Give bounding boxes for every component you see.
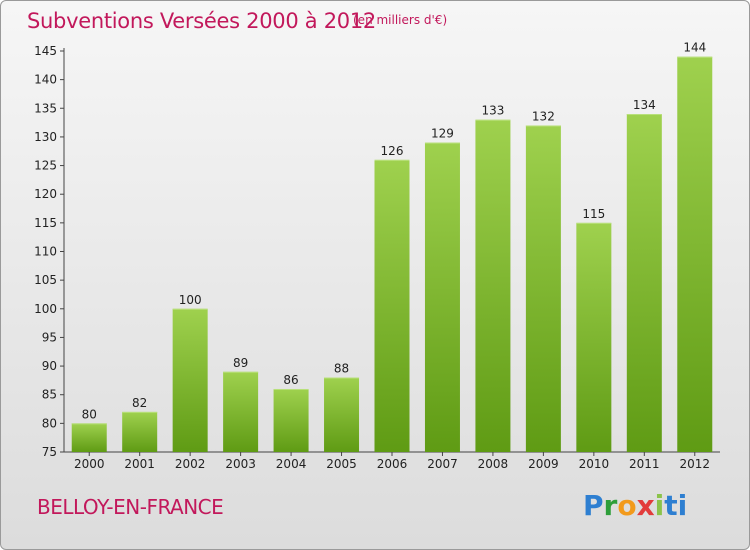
bar-2012 — [677, 56, 713, 452]
logo-letter: r — [603, 489, 618, 522]
proxiti-logo: Proxiti — [583, 489, 687, 522]
bar-2004 — [273, 388, 309, 452]
chart-title: Subventions Versées 2000 à 2012 — [27, 9, 376, 33]
x-tick-label-2000: 2000 — [74, 457, 105, 471]
bar-2000 — [71, 423, 107, 452]
x-tick-label-2005: 2005 — [326, 457, 357, 471]
data-label-2004: 86 — [283, 373, 298, 387]
logo-letter: P — [583, 489, 604, 522]
y-tick-label: 105 — [34, 273, 57, 287]
x-tick-label-2002: 2002 — [175, 457, 206, 471]
y-tick-label: 145 — [34, 44, 57, 58]
bar-2009 — [525, 125, 561, 452]
y-tick-label: 140 — [34, 73, 57, 87]
data-label-2000: 80 — [82, 407, 97, 421]
x-tick-label-2008: 2008 — [478, 457, 509, 471]
data-label-2010: 115 — [582, 207, 605, 221]
y-tick-label: 110 — [34, 245, 57, 259]
x-tick-label-2004: 2004 — [276, 457, 307, 471]
data-label-2009: 132 — [532, 109, 555, 123]
y-tick-label: 115 — [34, 216, 57, 230]
data-label-2001: 82 — [132, 396, 147, 410]
axes-group: 75 80 85 90 95 100 105 110 115 120 125 130 135 140 145 — [34, 44, 720, 459]
x-tick-label-2012: 2012 — [679, 457, 710, 471]
bar-2001 — [122, 411, 158, 452]
logo-letter: i — [654, 489, 665, 522]
data-label-2007: 129 — [431, 127, 454, 141]
x-tick-label-2001: 2001 — [124, 457, 155, 471]
x-tick-label-2011: 2011 — [629, 457, 660, 471]
x-tick-label-2003: 2003 — [225, 457, 256, 471]
bar-2007 — [424, 142, 460, 452]
bar-2010 — [576, 222, 612, 452]
y-tick-label: 85 — [42, 388, 57, 402]
y-tick-label: 120 — [34, 187, 57, 201]
data-label-2003: 89 — [233, 356, 248, 370]
bar-2005 — [324, 377, 360, 452]
labels-group: 80 2000 82 2001 100 2002 89 2003 86 2004 88 2005 126… — [74, 41, 710, 471]
y-tick-label: 95 — [42, 330, 57, 344]
bars-group — [71, 56, 713, 453]
logo-letter: o — [617, 489, 637, 522]
bar-2006 — [374, 159, 410, 453]
y-tick-label: 100 — [34, 302, 57, 316]
bar-2008 — [475, 119, 511, 452]
data-label-2008: 133 — [481, 104, 504, 118]
x-tick-label-2009: 2009 — [528, 457, 559, 471]
y-tick-label: 125 — [34, 159, 57, 173]
x-tick-label-2007: 2007 — [427, 457, 458, 471]
y-tick-label: 75 — [42, 445, 57, 459]
data-label-2005: 88 — [334, 362, 349, 376]
x-tick-label-2010: 2010 — [579, 457, 610, 471]
x-tick-label-2006: 2006 — [377, 457, 408, 471]
data-label-2012: 144 — [683, 41, 706, 55]
logo-letter: ti — [664, 489, 688, 522]
commune-name: BELLOY-EN-FRANCE — [37, 495, 224, 519]
data-label-2011: 134 — [633, 98, 656, 112]
bar-2011 — [626, 114, 662, 452]
data-label-2006: 126 — [381, 144, 404, 158]
logo-letter: x — [636, 489, 655, 522]
bar-2002 — [172, 308, 208, 452]
data-label-2002: 100 — [179, 293, 202, 307]
y-tick-label: 135 — [34, 101, 57, 115]
y-tick-label: 130 — [34, 130, 57, 144]
bar-2003 — [223, 371, 259, 452]
y-tick-label: 80 — [42, 416, 57, 430]
chart-subtitle: (en milliers d'€) — [353, 13, 448, 27]
y-tick-label: 90 — [42, 359, 57, 373]
